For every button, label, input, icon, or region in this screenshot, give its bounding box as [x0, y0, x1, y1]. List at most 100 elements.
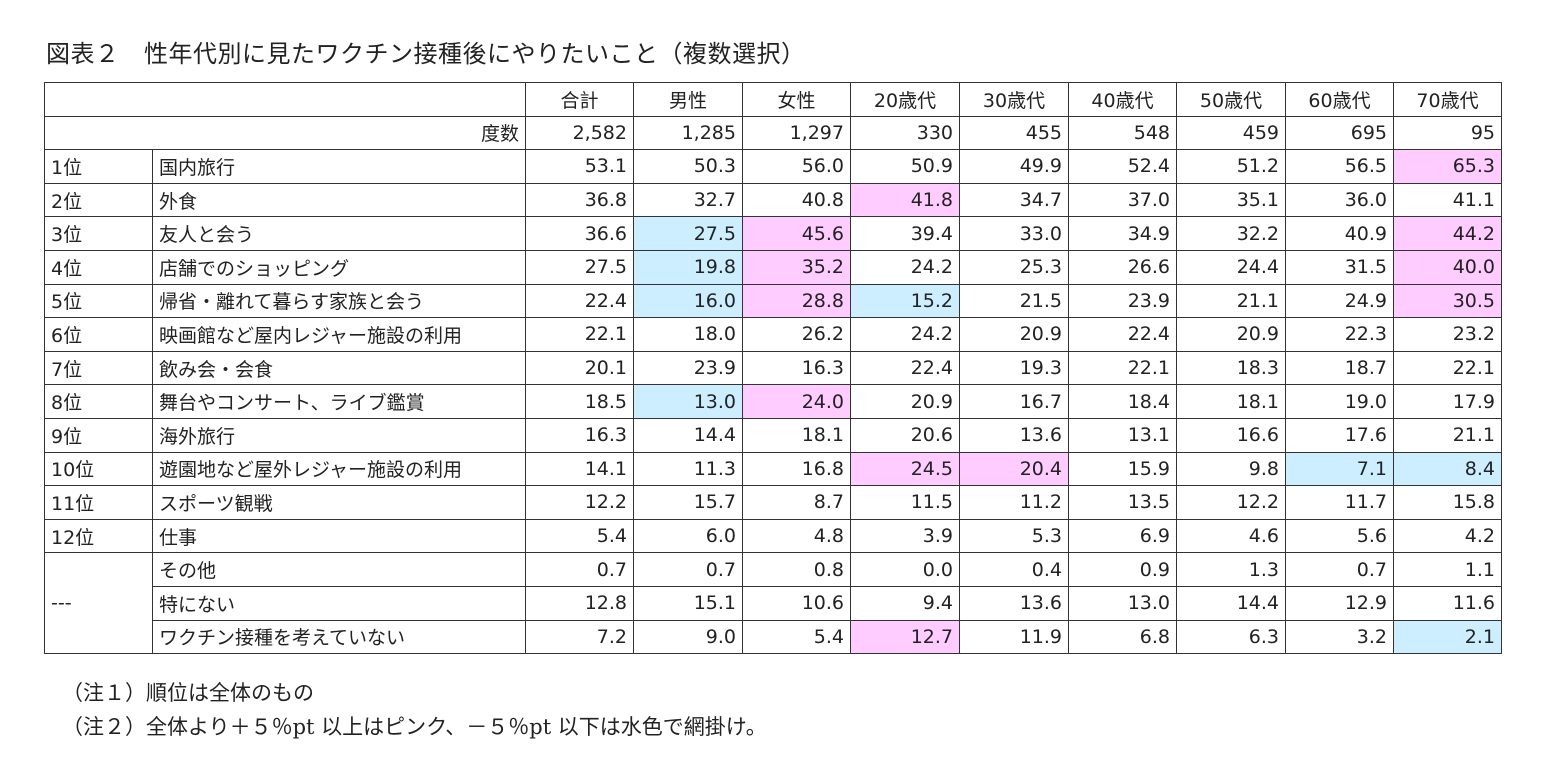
count-cell: 1,285 [633, 115, 743, 151]
value-cell: 22.4 [1068, 317, 1177, 352]
table-row: 3位 友人と会う 36.6 27.5 45.6 39.4 33.0 34.9 32.2 40.9 4… [44, 216, 1502, 251]
value-cell: 19.3 [959, 350, 1069, 386]
value-cell: 5.4 [742, 619, 851, 655]
value-cell: 36.8 [525, 182, 634, 218]
value-cell: 27.5 [633, 216, 743, 251]
count-cell: 459 [1176, 115, 1286, 151]
column-header: 60歳代 [1285, 82, 1394, 117]
rank-cell: 10位 [44, 451, 153, 487]
value-cell: 6.0 [633, 518, 743, 554]
value-cell: 13.5 [1068, 485, 1177, 520]
value-cell: 32.2 [1176, 216, 1286, 251]
table-row: 8位 舞台やコンサート、ライブ鑑賞 18.5 13.0 24.0 20.9 16.7 18.4… [44, 384, 1502, 419]
count-label: 度数 [44, 115, 526, 151]
value-cell: 18.1 [742, 417, 851, 453]
value-cell: 6.8 [1068, 619, 1177, 655]
value-cell: 65.3 [1393, 149, 1502, 184]
value-cell: 40.8 [742, 182, 851, 218]
value-cell: 23.2 [1393, 317, 1502, 352]
value-cell: 11.6 [1393, 585, 1502, 621]
value-cell: 21.1 [1176, 283, 1286, 319]
rank-cell: 5位 [44, 283, 153, 319]
value-cell: 8.4 [1393, 451, 1502, 487]
value-cell: 11.2 [959, 485, 1069, 520]
value-cell: 1.1 [1393, 552, 1502, 587]
rank-cell: 11位 [44, 485, 153, 520]
value-cell: 0.0 [850, 552, 960, 587]
value-cell: 20.4 [959, 451, 1069, 487]
value-cell: 15.7 [633, 485, 743, 520]
value-cell: 11.3 [633, 451, 743, 487]
value-cell: 18.3 [1176, 350, 1286, 386]
column-header: 30歳代 [959, 82, 1069, 117]
value-cell: 31.5 [1285, 249, 1394, 285]
value-cell: 5.3 [959, 518, 1069, 554]
value-cell: 9.4 [850, 585, 960, 621]
column-header: 50歳代 [1176, 82, 1286, 117]
header-row: 合計 男性 女性 20歳代 30歳代 40歳代 50歳代 60歳代 70歳代 [44, 82, 1502, 117]
rank-cell: 12位 [44, 518, 153, 554]
table-row: 特にない 12.8 15.1 10.6 9.4 13.6 13.0 14.4 12.9 11.6 [45, 585, 1502, 621]
value-cell: 14.1 [525, 451, 634, 487]
value-cell: 16.3 [742, 350, 851, 386]
item-label: 店舗でのショッピング [152, 249, 526, 285]
header-blank [44, 82, 526, 117]
count-cell: 695 [1285, 115, 1394, 151]
figure-title: 図表２ 性年代別に見たワクチン接種後にやりたいこと（複数選択） [46, 40, 806, 68]
value-cell: 50.9 [850, 149, 960, 184]
value-cell: 20.9 [959, 317, 1069, 352]
value-cell: 18.7 [1285, 350, 1394, 386]
value-cell: 17.6 [1285, 417, 1394, 453]
value-cell: 12.9 [1285, 585, 1394, 621]
value-cell: 32.7 [633, 182, 743, 218]
value-cell: 21.1 [1393, 417, 1502, 453]
value-cell: 45.6 [742, 216, 851, 251]
value-cell: 27.5 [525, 249, 634, 285]
table-row: 2位 外食 36.8 32.7 40.8 41.8 34.7 37.0 35.1 36.0 41.1 [44, 182, 1502, 218]
value-cell: 24.4 [1176, 249, 1286, 285]
table-row: 11位 スポーツ観戦 12.2 15.7 8.7 11.5 11.2 13.5 12.2 11.7… [44, 485, 1502, 520]
count-cell: 548 [1068, 115, 1177, 151]
value-cell: 41.1 [1393, 182, 1502, 218]
item-label: 飲み会・会食 [152, 350, 526, 386]
table-row: 7位 飲み会・会食 20.1 23.9 16.3 22.4 19.3 22.1 18.3 18.7… [44, 350, 1502, 386]
value-cell: 53.1 [525, 149, 634, 184]
value-cell: 0.8 [742, 552, 851, 587]
value-cell: 24.5 [850, 451, 960, 487]
value-cell: 10.6 [742, 585, 851, 621]
count-cell: 330 [850, 115, 960, 151]
value-cell: 19.0 [1285, 384, 1394, 419]
value-cell: 13.6 [959, 417, 1069, 453]
table-row: 6位 映画館など屋内レジャー施設の利用 22.1 18.0 26.2 24.2 20.9 22… [44, 317, 1502, 352]
value-cell: 14.4 [633, 417, 743, 453]
value-cell: 17.9 [1393, 384, 1502, 419]
value-cell: 21.5 [959, 283, 1069, 319]
value-cell: 36.6 [525, 216, 634, 251]
value-cell: 52.4 [1068, 149, 1177, 184]
value-cell: 16.8 [742, 451, 851, 487]
table-row: ワクチン接種を考えていない 7.2 9.0 5.4 12.7 11.9 6.8 6.3 3.2 2… [45, 619, 1502, 655]
rank-cell: 1位 [44, 149, 153, 184]
value-cell: 8.7 [742, 485, 851, 520]
value-cell: 0.4 [959, 552, 1069, 587]
value-cell: 7.2 [525, 619, 634, 655]
value-cell: 4.2 [1393, 518, 1502, 554]
item-label: その他 [152, 552, 526, 587]
rank-cell: --- [44, 552, 153, 655]
item-label: 国内旅行 [152, 149, 526, 184]
count-cell: 95 [1393, 115, 1502, 151]
table-row: 9位 海外旅行 16.3 14.4 18.1 20.6 13.6 13.1 16.6 17.6 21… [44, 417, 1502, 453]
rank-cell: 2位 [44, 182, 153, 218]
column-header: 男性 [633, 82, 743, 117]
item-label: 仕事 [152, 518, 526, 554]
value-cell: 22.1 [1068, 350, 1177, 386]
value-cell: 16.0 [633, 283, 743, 319]
value-cell: 22.4 [525, 283, 634, 319]
value-cell: 13.0 [633, 384, 743, 419]
table-row: 12位 仕事 5.4 6.0 4.8 3.9 5.3 6.9 4.6 5.6 4.2 [44, 518, 1502, 554]
rank-cell: 8位 [44, 384, 153, 419]
value-cell: 22.3 [1285, 317, 1394, 352]
value-cell: 23.9 [1068, 283, 1177, 319]
table-row: 1位 国内旅行 53.1 50.3 56.0 50.9 49.9 52.4 51.2 56.5 65… [44, 149, 1502, 184]
value-cell: 30.5 [1393, 283, 1502, 319]
